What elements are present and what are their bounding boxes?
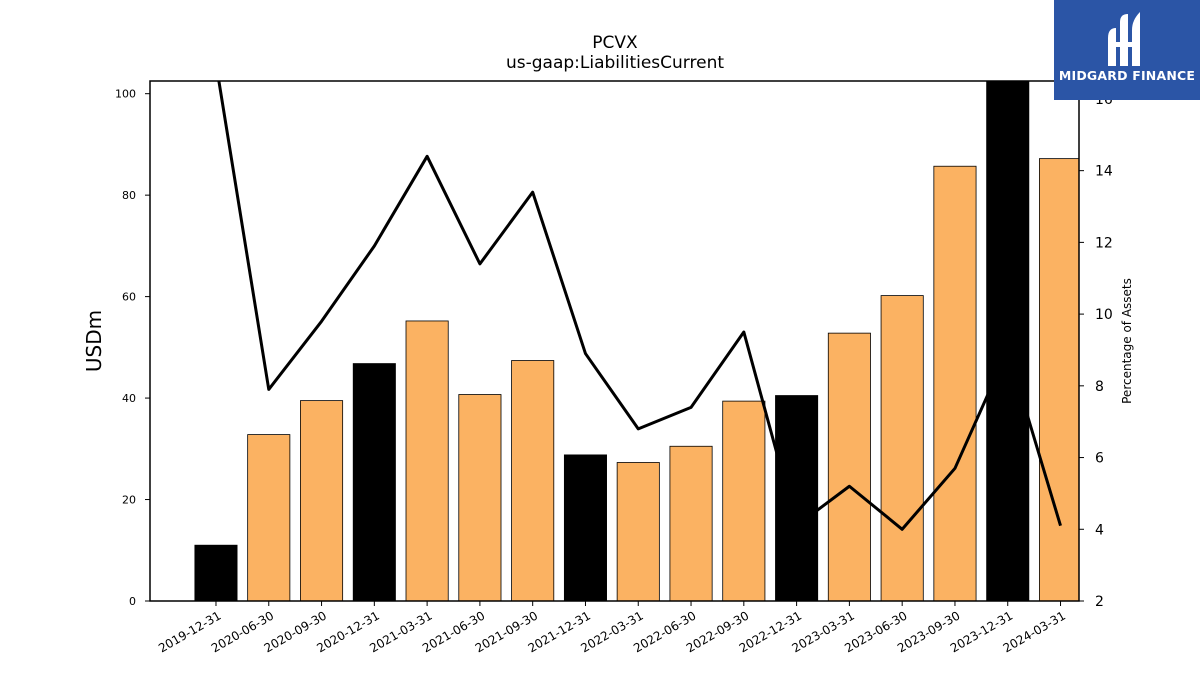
bar-2020-06-30	[247, 434, 291, 601]
y2-tick-label-10: 10	[1095, 307, 1113, 323]
plot-frame	[149, 80, 1080, 602]
bar-2021-03-31	[405, 320, 449, 601]
bar-2020-09-30	[300, 400, 344, 601]
y-axis-label: USDm	[82, 310, 106, 372]
y2-tick-label-2: 2	[1095, 594, 1104, 610]
line-group	[217, 81, 1062, 531]
bar-2019-12-31	[194, 544, 238, 601]
y-tick-label-100: 100	[115, 88, 136, 101]
bar-2022-06-30	[669, 445, 713, 601]
y-tick-label-20: 20	[122, 494, 136, 507]
y2-tick-label-8: 8	[1095, 379, 1104, 395]
bar-2022-09-30	[722, 400, 766, 601]
y-tick-label-0: 0	[129, 595, 136, 608]
bar-2020-12-31	[352, 363, 396, 601]
chart-title: PCVX	[592, 33, 638, 53]
y-tick-label-40: 40	[122, 392, 136, 405]
bar-2023-06-30	[880, 295, 924, 601]
y-tick-label-80: 80	[122, 189, 136, 202]
chart-subtitle: us-gaap:LiabilitiesCurrent	[506, 53, 724, 73]
bar-2022-12-31	[775, 395, 819, 601]
y2-tick-label-14: 14	[1095, 164, 1113, 180]
bar-2023-12-31	[986, 81, 1030, 601]
bar-2022-03-31	[616, 462, 660, 601]
logo-mark-icon	[1108, 12, 1140, 66]
brand-logo: MIDGARD FINANCE	[1054, 0, 1200, 100]
bar-2023-03-31	[827, 332, 871, 601]
bar-2021-06-30	[458, 394, 502, 601]
logo-text: MIDGARD FINANCE	[1058, 68, 1196, 83]
bar-2023-09-30	[933, 165, 977, 601]
bar-2024-03-31	[1039, 158, 1079, 601]
bar-2021-12-31	[563, 454, 607, 601]
line-series	[217, 81, 1062, 531]
bar-2021-09-30	[511, 360, 555, 601]
bars-group	[194, 81, 1079, 601]
y-tick-label-60: 60	[122, 291, 136, 304]
y2-axis-label: Percentage of Assets	[1120, 278, 1134, 404]
y2-tick-label-4: 4	[1095, 522, 1104, 538]
y2-tick-label-6: 6	[1095, 451, 1104, 467]
y2-tick-label-12: 12	[1095, 235, 1113, 251]
